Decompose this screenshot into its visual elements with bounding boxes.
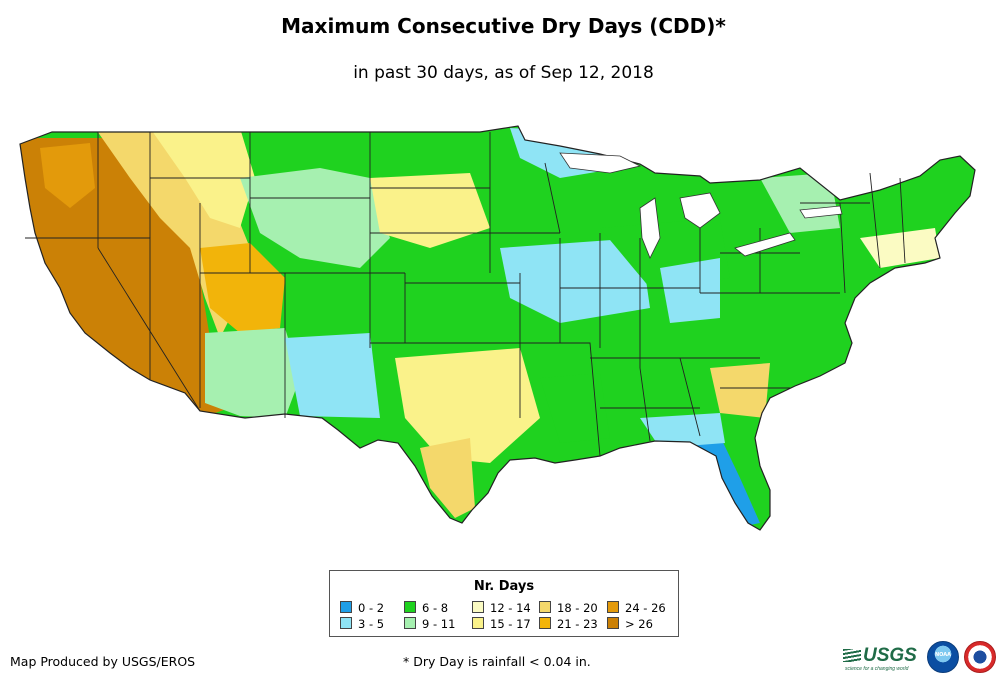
legend-swatch: [404, 601, 416, 613]
state-borders: [25, 132, 906, 457]
legend-label: 6 - 8: [422, 601, 449, 615]
legend-item-21-23: 21 - 23: [539, 617, 598, 631]
legend-label: 18 - 20: [557, 601, 598, 615]
lake-erie: [734, 232, 796, 257]
lake-michigan: [639, 197, 661, 259]
legend-item-3-5: 3 - 5: [340, 617, 384, 631]
region-12-14-new-england: [860, 228, 940, 268]
region-9-11-southwest: [205, 328, 300, 418]
legend-swatch: [340, 601, 352, 613]
legend-swatch: [607, 617, 619, 629]
legend-item-12-14: 12 - 14: [472, 601, 531, 615]
us-outline: [19, 125, 976, 531]
region-15-17-dakotas: [370, 173, 490, 248]
map-subtitle: in past 30 days, as of Sep 12, 2018: [353, 63, 654, 83]
region-21-23-utah: [200, 243, 285, 333]
legend-item-18-20: 18 - 20: [539, 601, 598, 615]
legend-label: 12 - 14: [490, 601, 531, 615]
lake-huron: [679, 192, 721, 229]
usgs-tagline: science for a changing world: [845, 666, 909, 672]
legend-swatch: [472, 617, 484, 629]
legend-swatch: [607, 601, 619, 613]
legend: Nr. Days 0 - 2 3 - 5 6 - 8 9 - 11 12 - 1…: [329, 570, 679, 637]
legend-label: 0 - 2: [358, 601, 385, 615]
legend-label: 3 - 5: [358, 617, 385, 631]
legend-item-9-11: 9 - 11: [404, 617, 455, 631]
legend-item-6-8: 6 - 8: [404, 601, 448, 615]
nws-logo: [964, 641, 996, 673]
map-title: Maximum Consecutive Dry Days (CDD)*: [281, 14, 726, 38]
legend-item-over-26: > 26: [607, 617, 653, 631]
legend-swatch: [539, 617, 551, 629]
legend-item-15-17: 15 - 17: [472, 617, 531, 631]
dry-day-footnote: * Dry Day is rainfall < 0.04 in.: [403, 654, 591, 669]
lake-ontario: [799, 205, 843, 219]
region-3-5-gulf-coast: [640, 413, 725, 448]
legend-swatch: [539, 601, 551, 613]
region-3-5-new-mexico: [285, 333, 380, 418]
legend-item-24-26: 24 - 26: [607, 601, 666, 615]
region-3-5-michigan: [660, 258, 720, 323]
region-24-26-pnw: [40, 143, 95, 208]
legend-swatch: [472, 601, 484, 613]
region-6-8-south: [540, 373, 610, 443]
usgs-logo: USGS science for a changing world: [843, 645, 917, 672]
legend-label: 21 - 23: [557, 617, 598, 631]
legend-label: > 26: [625, 617, 653, 631]
region-18-20-carolina: [710, 363, 770, 418]
cdd-map: [19, 125, 976, 531]
legend-item-0-2: 0 - 2: [340, 601, 384, 615]
noaa-logo: NOAA: [927, 641, 959, 673]
great-lakes: [559, 152, 843, 259]
region-18-20-south-texas: [420, 438, 475, 518]
usgs-logo-text: USGS: [863, 645, 917, 666]
region-3-5-midwest: [500, 238, 650, 323]
legend-label: 24 - 26: [625, 601, 666, 615]
usgs-wave-icon: [843, 649, 861, 662]
region-over-26: [20, 138, 230, 418]
lake-superior: [559, 152, 642, 174]
legend-swatch: [404, 617, 416, 629]
legend-label: 15 - 17: [490, 617, 531, 631]
legend-title: Nr. Days: [473, 579, 535, 594]
region-15-17-texas: [395, 348, 540, 463]
region-9-11-plains: [240, 168, 390, 268]
legend-label: 9 - 11: [422, 617, 456, 631]
legend-swatch: [340, 617, 352, 629]
map-credit: Map Produced by USGS/EROS: [10, 654, 196, 669]
noaa-logo-text: NOAA: [934, 652, 952, 658]
